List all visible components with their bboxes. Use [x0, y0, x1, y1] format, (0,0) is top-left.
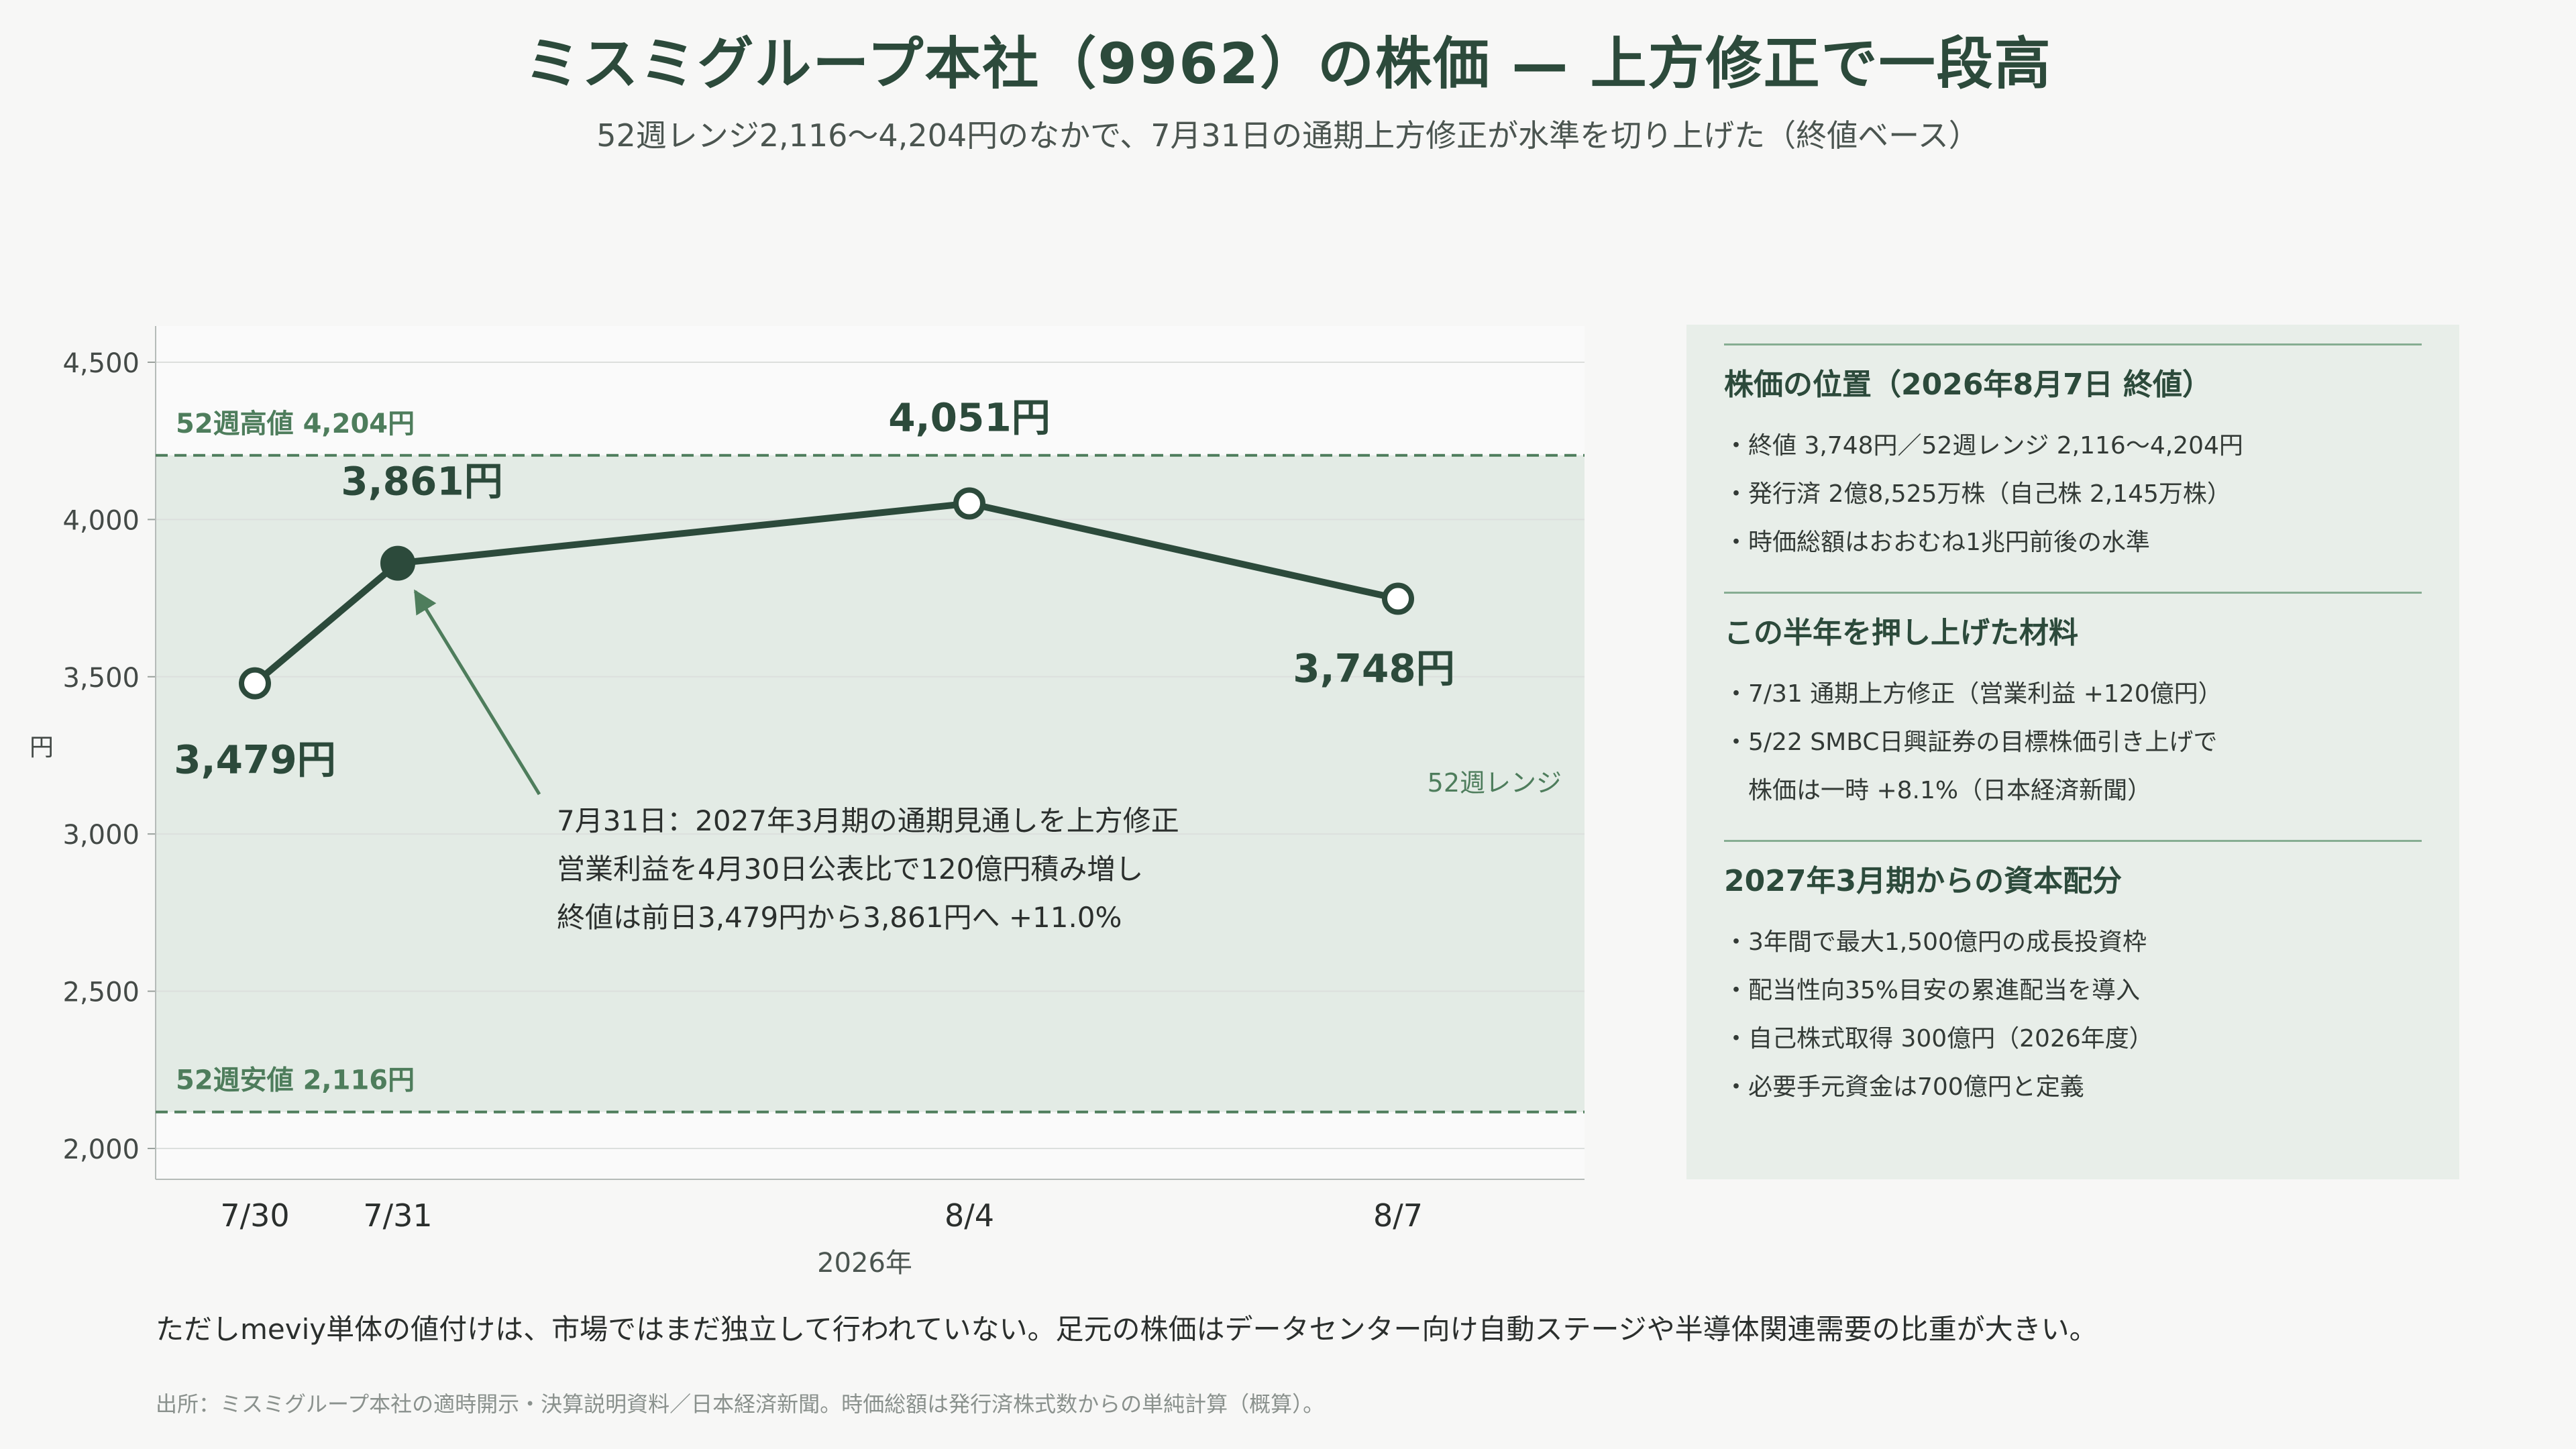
section-item: ・発行済 2億8,525万株（自己株 2,145万株） [1724, 480, 2231, 508]
section-title: この半年を押し上げた材料 [1724, 616, 2078, 650]
section-item: ・配当性向35%目安の累進配当を導入 [1724, 977, 2141, 1004]
x-tick-label: 7/31 [363, 1197, 432, 1234]
annotation-line-3: 終値は前日3,479円から3,861円へ +11.0% [557, 901, 1122, 934]
y-tick-label: 4,000 [62, 505, 140, 536]
annotation-arrow [413, 589, 541, 796]
section-title: 2027年3月期からの資本配分 [1724, 864, 2123, 898]
price-point [953, 487, 985, 520]
y-tick-label: 4,500 [62, 348, 140, 379]
price-point [239, 667, 271, 700]
page-subtitle: 52週レンジ2,116〜4,204円のなかで、7月31日の通期上方修正が水準を切… [596, 117, 1980, 154]
section-item: 株価は一時 +8.1%（日本経済新聞） [1748, 777, 2152, 804]
data-label: 3,861円 [341, 459, 502, 504]
x-tick-label: 8/7 [1373, 1197, 1423, 1234]
section-divider [1724, 343, 2422, 345]
range-low-label: 52週安値 2,116円 [176, 1065, 415, 1096]
section-divider [1724, 840, 2422, 842]
y-axis-label: 円 [30, 734, 54, 761]
section-title: 株価の位置（2026年8月7日 終値） [1724, 368, 2212, 402]
price-point-highlight [380, 545, 415, 581]
source-note: 出所：ミスミグループ本社の適時開示・決算説明資料／日本経済新聞。時価総額は発行済… [156, 1391, 1325, 1417]
annotation-line-2: 営業利益を4月30日公表比で120億円積み増し [557, 853, 1144, 885]
x-axis-label: 2026年 [817, 1248, 912, 1279]
panel-section-position: 株価の位置（2026年8月7日 終値） ・終値 3,748円／52週レンジ 2,… [1724, 343, 2422, 567]
footnote: ただしmeviy単体の値付けは、市場ではまだ独立して行われていない。足元の株価は… [156, 1313, 2098, 1346]
section-item: ・3年間で最大1,500億円の成長投資枠 [1724, 928, 2147, 956]
panel-section-capital: 2027年3月期からの資本配分 ・3年間で最大1,500億円の成長投資枠 ・配当… [1724, 840, 2422, 1112]
range-high-label: 52週高値 4,204円 [176, 409, 415, 439]
price-point [1382, 582, 1414, 615]
range-band [156, 455, 1585, 1112]
data-label: 3,479円 [174, 737, 335, 783]
data-label: 3,748円 [1293, 646, 1454, 692]
annotation-box: 7月31日：2027年3月期の通期見通しを上方修正 営業利益を4月30日公表比で… [557, 797, 1179, 942]
section-item: ・必要手元資金は700億円と定義 [1724, 1073, 2084, 1101]
annotation-line-1: 7月31日：2027年3月期の通期見通しを上方修正 [557, 804, 1179, 837]
section-item: ・自己株式取得 300億円（2026年度） [1724, 1025, 2153, 1053]
section-item: ・時価総額はおおむね1兆円前後の水準 [1724, 529, 2150, 556]
section-divider [1724, 592, 2422, 594]
y-tick-label: 3,000 [62, 820, 140, 851]
y-tick-label: 2,500 [62, 977, 140, 1008]
range-band-label: 52週レンジ [1428, 768, 1562, 798]
info-panel: 株価の位置（2026年8月7日 終値） ・終値 3,748円／52週レンジ 2,… [1686, 325, 2459, 1179]
y-tick-label: 2,000 [62, 1134, 140, 1165]
y-tick-label: 3,500 [62, 663, 140, 694]
section-item: ・5/22 SMBC日興証券の目標株価引き上げで [1724, 729, 2218, 756]
panel-section-drivers: この半年を押し上げた材料 ・7/31 通期上方修正（営業利益 +120億円） ・… [1724, 592, 2422, 815]
x-tick-label: 7/30 [220, 1197, 289, 1234]
section-item: ・7/31 通期上方修正（営業利益 +120億円） [1724, 680, 2222, 708]
price-line [252, 500, 1401, 687]
section-item: ・終値 3,748円／52週レンジ 2,116〜4,204円 [1724, 432, 2243, 460]
x-tick-label: 8/4 [945, 1197, 994, 1234]
data-label: 4,051円 [888, 394, 1050, 440]
page-title: ミスミグループ本社（9962）の株価 — 上方修正で一段高 [524, 31, 2052, 97]
